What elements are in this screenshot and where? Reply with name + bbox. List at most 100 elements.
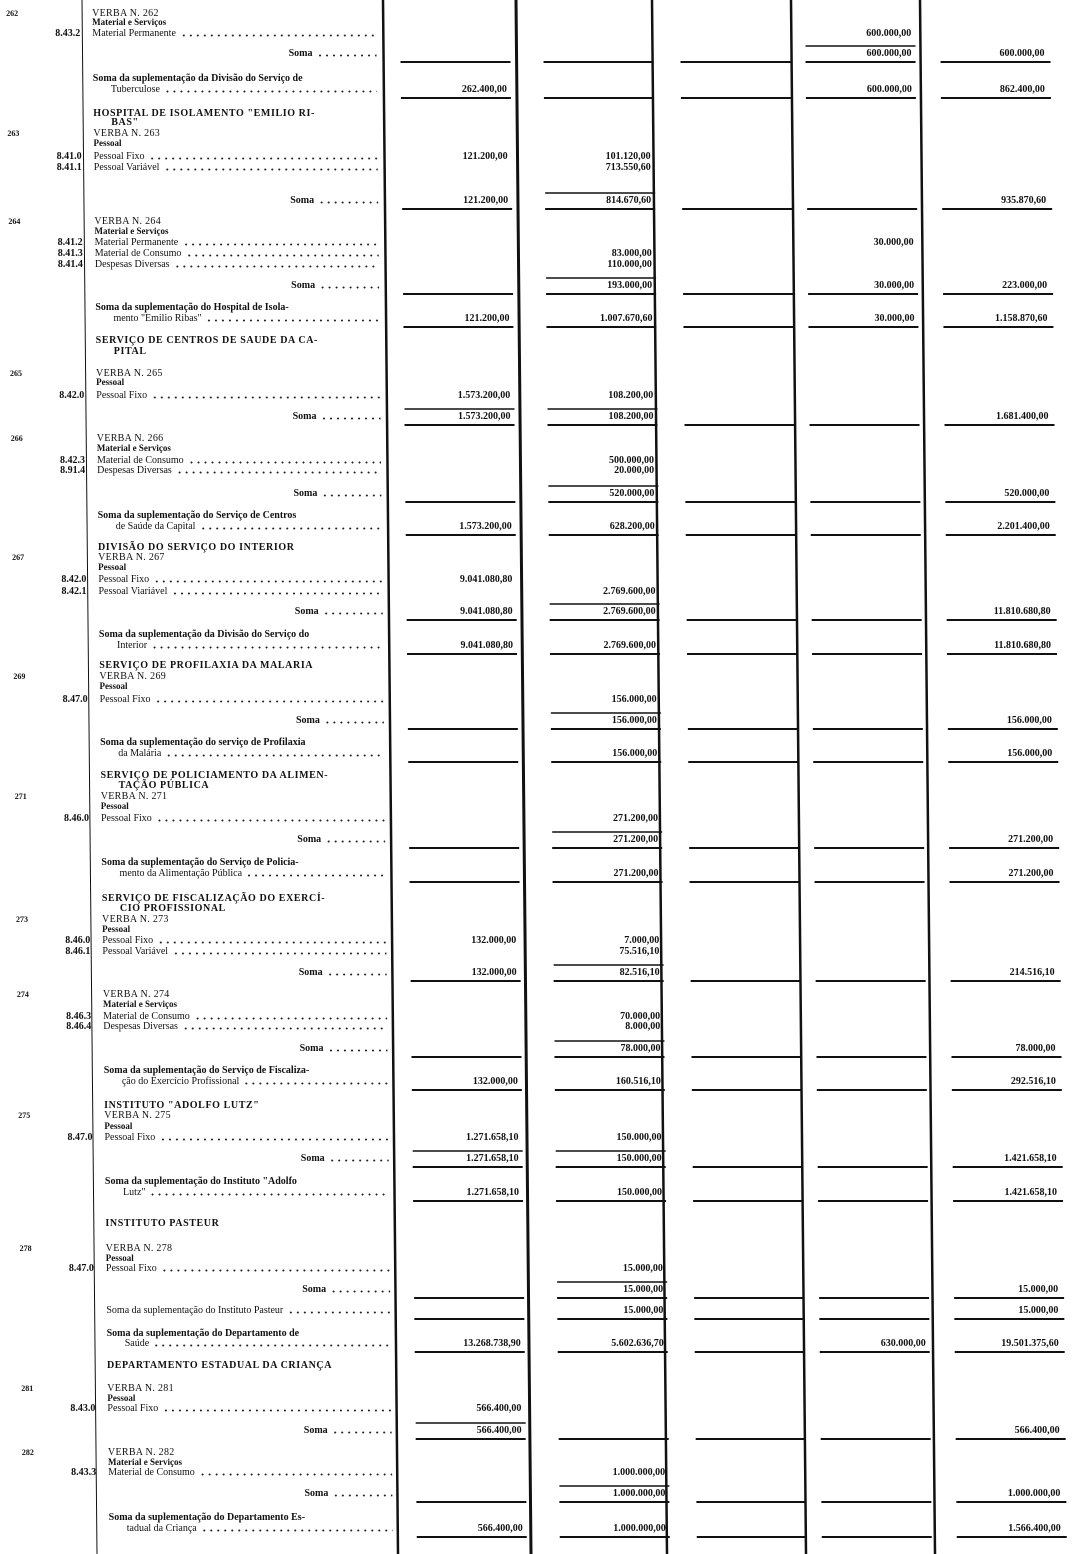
item-code: 8.41.1	[56, 162, 82, 173]
table-row: de Saúde da Capital 1.573.200,00 628.200,0…	[6, 521, 1085, 532]
col-b-value: 520.000,00	[609, 488, 655, 499]
description-text: Pessoal Variável	[102, 946, 169, 957]
dot-leader	[318, 200, 379, 204]
col-d-value: 30.000,00	[874, 313, 915, 324]
desc-column-border	[381, 0, 400, 1554]
dot-leader	[179, 33, 377, 37]
description-text: Pessoal Fixo	[96, 390, 148, 401]
row-description: Pessoal Fixo	[98, 574, 383, 585]
col-e-value: 1.421.658,10	[1004, 1153, 1057, 1164]
row-description: Pessoal Fixo	[106, 1263, 390, 1274]
item-code: 8.41.3	[57, 248, 83, 259]
row-description: Material Permanente	[95, 237, 379, 248]
table-row: Soma da suplementação do Serviço de Fisc…	[12, 1065, 1085, 1076]
row-description: VERBA N. 271	[101, 791, 385, 802]
description-text: Pessoal	[99, 681, 128, 691]
row-description: Material e Serviços	[92, 17, 376, 28]
table-row: Soma 15.000,00 15.000,00	[14, 1284, 1085, 1295]
table-row: Material e Serviços	[11, 999, 1085, 1010]
row-description: tadual da Criança	[109, 1523, 393, 1534]
description-text: Pessoal	[107, 1393, 136, 1403]
table-row: 8.46.0 Pessoal Fixo 271.200,00	[9, 813, 1085, 824]
row-description: BAS"	[93, 117, 377, 128]
col-d-value: 600.000,00	[866, 84, 912, 95]
dot-leader	[246, 873, 386, 877]
col-a-value: 1.271.658,10	[465, 1132, 519, 1143]
row-description: Soma da suplementação do Hospital de Iso…	[95, 302, 379, 313]
description-text: mento "Emilio Ribas"	[113, 313, 202, 324]
table-row: INSTITUTO PASTEUR	[13, 1218, 1085, 1229]
table-row: Soma 156.000,00 156.000,00	[8, 715, 1085, 726]
description-text: Soma da suplementação do Serviço de Poli…	[101, 857, 299, 868]
col-a-value: 121.200,00	[463, 195, 509, 206]
dot-leader	[153, 1343, 391, 1347]
col-e-value: 11.810.680,80	[994, 640, 1052, 651]
verba-number: 282	[21, 1448, 34, 1457]
col-e-value: 15.000,00	[1018, 1305, 1059, 1316]
col-b-value: 160.516,10	[615, 1076, 661, 1087]
row-description: Soma	[105, 1153, 389, 1164]
row-description: INSTITUTO PASTEUR	[105, 1218, 389, 1229]
col-e-value: 600.000,00	[999, 48, 1045, 59]
row-description: Saúde	[107, 1338, 391, 1349]
table-row: 8.46.0 Pessoal Fixo 132.000,00 7.000,00	[10, 935, 1085, 946]
description-text: Material e Serviços	[94, 226, 169, 236]
row-description: Material e Serviços	[103, 999, 387, 1010]
dot-leader	[185, 253, 379, 257]
row-description: Pessoal	[104, 1121, 388, 1132]
description-text: BAS"	[111, 117, 139, 128]
table-row: 274 VERBA N. 274	[11, 989, 1085, 1000]
table-row: 8.42.0 Pessoal Fixo 1.573.200,00 108.200,00	[4, 390, 1085, 401]
dot-leader	[243, 1081, 388, 1085]
row-description: VERBA N. 273	[102, 914, 386, 925]
table-row: 8.47.0 Pessoal Fixo 1.271.658,10 150.000,00	[12, 1132, 1085, 1143]
col-b-value: 150.000,00	[616, 1132, 662, 1143]
item-code: 8.46.1	[65, 946, 91, 957]
table-row: mento "Emilio Ribas" 121.200,00 1.007.670,…	[3, 313, 1085, 324]
col-d-value: 600.000,00	[866, 48, 912, 59]
table-row: Soma da suplementação do Departamento de	[15, 1328, 1085, 1339]
col-a-value: 121.200,00	[462, 151, 508, 162]
table-row: mento da Alimentação Pública 271.200,00 27…	[10, 868, 1085, 879]
row-description: Pessoal Variável	[94, 162, 378, 173]
verba-number: 269	[13, 672, 26, 681]
table-row: Soma 1.271.658,10 150.000,00 1.421.658,10	[13, 1153, 1085, 1164]
row-description: Pessoal Fixo	[100, 694, 384, 705]
col-e-value: 1.681.400,00	[996, 411, 1049, 422]
row-description: Soma	[93, 48, 377, 59]
row-description: VERBA N. 262	[92, 8, 376, 19]
col-e-value: 11.810.680,80	[993, 606, 1051, 617]
description-text: Interior	[117, 640, 148, 651]
description-text: TAÇÃO PÚBLICA	[118, 780, 210, 791]
row-description: Soma	[100, 715, 384, 726]
col-a-value: 132.000,00	[471, 967, 517, 978]
table-row: Pessoal	[7, 681, 1085, 692]
description-text: Material e Serviços	[92, 17, 167, 27]
table-row: Material e Serviços	[16, 1457, 1085, 1468]
table-row: PITAL	[4, 346, 1085, 357]
description-text: Pessoal Fixo	[100, 813, 152, 824]
table-row: 281 VERBA N. 281	[15, 1383, 1085, 1394]
dot-leader	[173, 264, 379, 268]
table-row: 8.46.1 Pessoal Variável 75.516,10	[10, 946, 1085, 957]
description-text: Material de Consumo	[97, 455, 184, 466]
row-description: CIO PROFISSIONAL	[102, 903, 386, 914]
dot-leader	[159, 1137, 389, 1141]
table-row: 8.47.0 Pessoal Fixo 15.000,00	[14, 1263, 1085, 1274]
row-description: SERVIÇO DE FISCALIZAÇÃO DO EXERCÍ-	[102, 893, 386, 904]
item-code: 8.42.0	[59, 390, 85, 401]
description-text: Pessoal Fixo	[107, 1403, 159, 1414]
table-row: Material e Serviços	[2, 226, 1085, 237]
row-description: mento "Emilio Ribas"	[95, 313, 380, 324]
dot-leader	[187, 460, 382, 464]
dot-leader	[200, 1528, 393, 1532]
col-e-value: 1.566.400,00	[1008, 1523, 1061, 1534]
dot-leader	[199, 526, 382, 530]
verba-number: 263	[7, 129, 20, 138]
description-text: Soma da suplementação do Instituto "Adol…	[104, 1176, 297, 1187]
description-text: Pessoal	[102, 924, 131, 934]
row-description: Pessoal Fixo	[94, 151, 378, 162]
description-text: PITAL	[113, 346, 147, 357]
table-row: DIVISÃO DO SERVIÇO DO INTERIOR	[6, 542, 1085, 553]
